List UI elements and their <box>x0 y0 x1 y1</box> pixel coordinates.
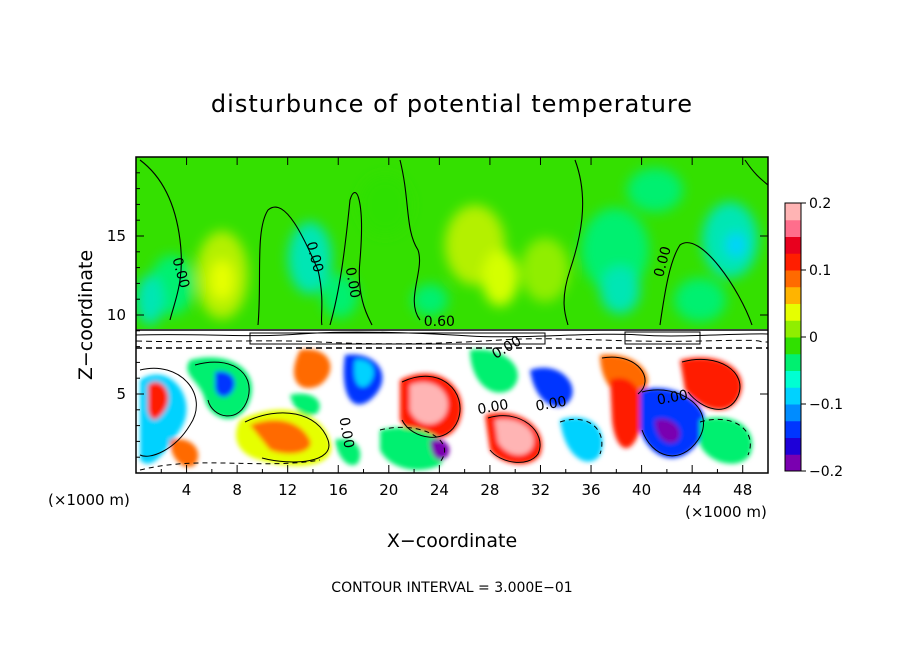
footer-note: CONTOUR INTERVAL = 3.000E−01 <box>331 580 572 596</box>
contour-label: 0.00 <box>651 245 675 279</box>
colorbar-swatch <box>785 236 801 254</box>
interface-contours <box>136 329 768 349</box>
colorbar-swatch <box>785 320 801 338</box>
x-axis-label: X−coordinate <box>387 530 517 552</box>
x-tick-label: 44 <box>683 481 702 499</box>
x-tick-label: 12 <box>278 481 297 499</box>
colorbar-swatch <box>785 420 801 438</box>
colorbar-swatch <box>785 253 801 271</box>
contour-label: 0.00 <box>656 387 689 408</box>
plot-area: 0.00 0.000.000.000.600.000.00 0.00 0.000.00 <box>136 157 768 473</box>
upper-field-patches <box>136 168 758 325</box>
x-tick-label: 32 <box>531 481 550 499</box>
x-tick-label: 28 <box>480 481 499 499</box>
contour-label: 0.60 <box>424 314 455 330</box>
x-unit-right: (×1000 m) <box>685 503 767 521</box>
colorbar-swatch <box>785 387 801 405</box>
contour-label: 0.00 <box>169 256 193 290</box>
colorbar-swatch <box>785 404 801 422</box>
y-tick-label: 15 <box>107 227 126 245</box>
x-tick-label: 4 <box>182 481 192 499</box>
colorbar-tick-label: 0.1 <box>809 263 831 279</box>
colorbar-swatch <box>785 219 801 237</box>
chart-title: disturbunce of potential temperature <box>211 90 693 118</box>
y-tick-label: 5 <box>116 385 126 403</box>
zero-contours <box>139 159 768 326</box>
x-tick-label: 20 <box>379 481 398 499</box>
colorbar-swatch <box>785 353 801 371</box>
colorbar-tick-label: −0.2 <box>809 464 843 480</box>
x-unit-left: (×1000 m) <box>48 491 130 509</box>
x-tick-label: 24 <box>430 481 449 499</box>
x-tick-label: 48 <box>733 481 752 499</box>
x-tick-label: 40 <box>632 481 651 499</box>
x-tick-label: 36 <box>581 481 600 499</box>
colorbar-swatch <box>785 303 801 321</box>
colorbar-tick-label: 0.2 <box>809 196 831 212</box>
contour-label: 0.00 <box>476 397 509 418</box>
x-tick-label: 16 <box>329 481 348 499</box>
colorbar-swatch <box>785 270 801 288</box>
y-axis: 5 10 15 <box>107 172 768 458</box>
x-axis: 4 8 12 16 20 24 28 32 36 40 44 48 <box>160 157 752 499</box>
x-tick-label: 8 <box>232 481 242 499</box>
colorbar-tick-label: 0 <box>809 330 818 346</box>
turbulent-layer <box>136 345 768 473</box>
colorbar-swatch <box>785 437 801 455</box>
colorbar: 0.2 0.1 0 −0.1 −0.2 <box>784 196 843 480</box>
colorbar-swatch <box>785 337 801 355</box>
colorbar-swatch <box>785 203 801 221</box>
colorbar-swatch <box>785 286 801 304</box>
colorbar-tick-label: −0.1 <box>809 397 843 413</box>
y-tick-label: 10 <box>107 306 126 324</box>
y-axis-label: Z−coordinate <box>75 250 97 380</box>
contour-label: 0.00 <box>342 266 363 299</box>
contour-label: 0.00 <box>303 240 327 274</box>
colorbar-swatch <box>785 454 801 472</box>
contour-label: 0.00 <box>335 416 356 449</box>
contour-label: 0.00 <box>534 394 567 415</box>
colorbar-swatch <box>785 370 801 388</box>
